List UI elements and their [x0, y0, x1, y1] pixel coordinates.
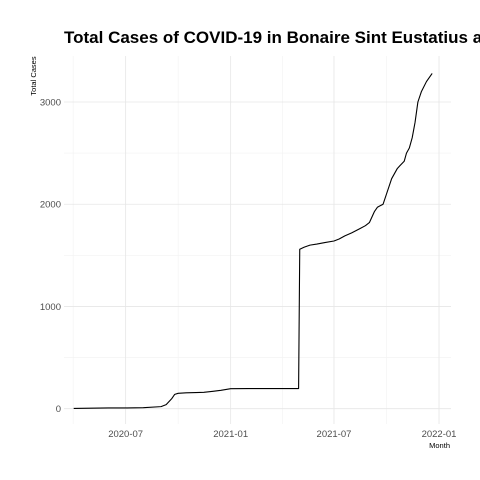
y-axis-ticks: 0 1000 2000 3000 — [40, 98, 61, 416]
y-tick-label: 2000 — [40, 200, 61, 211]
x-axis-title: Month — [429, 441, 450, 450]
x-tick-label: 2021-07 — [317, 429, 352, 440]
y-tick-label: 3000 — [40, 98, 61, 109]
y-tick-label: 1000 — [40, 302, 61, 313]
chart-title: Total Cases of COVID-19 in Bonaire Sint … — [64, 28, 480, 47]
grid-lines — [64, 56, 451, 424]
x-tick-label: 2021-01 — [213, 429, 248, 440]
x-axis-ticks: 2020-07 2021-01 2021-07 2022-01 — [108, 429, 456, 440]
x-tick-label: 2022-01 — [422, 429, 457, 440]
y-tick-label: 0 — [56, 404, 61, 415]
series-line-total-cases — [73, 73, 433, 410]
x-tick-label: 2020-07 — [108, 429, 143, 440]
y-axis-title: Total Cases — [29, 56, 38, 95]
